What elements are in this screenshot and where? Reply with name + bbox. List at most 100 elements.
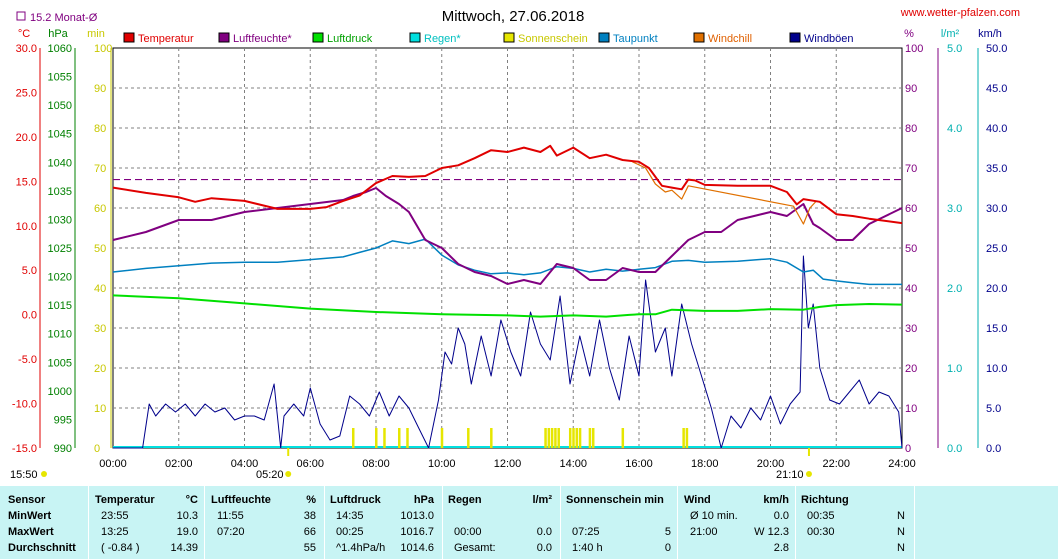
table-cell-left: ^1.4hPa/h	[336, 542, 386, 554]
sunshine-tick-label: 20	[94, 363, 106, 375]
temperature-unit: °C	[18, 28, 30, 40]
table-separator	[560, 486, 561, 559]
sunshine-bar	[383, 428, 386, 448]
legend-label: Regen*	[424, 33, 461, 45]
sunshine-tick-label: 60	[94, 203, 106, 215]
x-tick-label: 18:00	[691, 458, 719, 470]
table-cell-left: 21:00	[690, 526, 718, 538]
x-tick-label: 16:00	[625, 458, 653, 470]
sunshine-bar	[406, 428, 409, 448]
rain-tick-label: 3.0	[947, 203, 962, 215]
pressure-unit: hPa	[48, 28, 68, 40]
table-cell-value: 2.8	[773, 542, 789, 554]
temperature-tick-label: 10.0	[16, 221, 37, 233]
humidity-tick-label: 10	[905, 403, 917, 415]
sunshine-bar	[550, 428, 554, 448]
row-label: MinWert	[8, 510, 52, 522]
column-title: Luftdruck	[330, 494, 381, 506]
table-cell-left: 00:35	[807, 510, 835, 522]
column-title: Richtung	[801, 494, 849, 506]
table-separator	[914, 486, 915, 559]
weather-chart: Mittwoch, 27.06.2018 www.wetter-pfalzen.c…	[10, 7, 1020, 481]
sunshine-bar	[351, 428, 355, 448]
legend-swatch	[693, 32, 705, 43]
sunshine-tick-label: 0	[94, 443, 100, 455]
table-cell-value: N	[897, 510, 905, 522]
temperature-tick-label: 30.0	[16, 43, 37, 55]
sunshine-tick-label: 40	[94, 283, 106, 295]
sunshine-tick-label: 30	[94, 323, 106, 335]
table-separator	[88, 486, 89, 559]
column-unit: hPa	[413, 494, 434, 506]
table-cell-value: 19.0	[176, 526, 198, 538]
x-tick-label: 14:00	[559, 458, 587, 470]
sun-icon	[41, 471, 47, 477]
sunshine-bar	[467, 428, 470, 448]
sunshine-tick-label: 10	[94, 403, 106, 415]
rain-tick-label: 4.0	[947, 123, 962, 135]
x-tick-label: 10:00	[428, 458, 456, 470]
table-cell-value: 1014.6	[400, 542, 434, 554]
wind-unit: km/h	[978, 28, 1002, 40]
table-cell-value: 1016.7	[400, 526, 434, 538]
table-cell-value: N	[897, 542, 905, 554]
sunshine-bar	[398, 428, 401, 448]
legend-label: Luftdruck	[327, 33, 373, 45]
legend-swatch	[123, 32, 135, 43]
pressure-tick-label: 1035	[48, 186, 72, 198]
sunshine-tick-label: 50	[94, 243, 106, 255]
legend-swatch	[312, 32, 324, 43]
temperature-tick-label: 0.0	[22, 310, 37, 322]
table-cell-left: ( -0.84 )	[101, 542, 140, 554]
table-cell-value: 1013.0	[400, 510, 434, 522]
row-label: MaxWert	[8, 526, 54, 538]
legend-swatch	[218, 32, 230, 43]
table-cell-left: 00:25	[336, 526, 364, 538]
source-url: www.wetter-pfalzen.com	[900, 7, 1020, 19]
sunshine-bar	[621, 428, 625, 448]
pressure-tick-label: 1025	[48, 243, 72, 255]
sunshine-bar	[591, 428, 595, 448]
table-cell-left: 11:55	[217, 510, 244, 522]
rain-tick-label: 5.0	[947, 43, 962, 55]
x-tick-label: 24:00	[888, 458, 916, 470]
legend-label: Sonnenschein	[518, 33, 588, 45]
table-separator	[442, 486, 443, 559]
legend-label: Luftfeuchte*	[233, 33, 292, 45]
pressure-tick-label: 1010	[48, 329, 72, 341]
column-unit: %	[306, 494, 316, 506]
legend-swatch	[409, 32, 421, 43]
legend-swatch	[503, 32, 515, 43]
sunshine-bar	[375, 428, 378, 448]
humidity-tick-label: 0	[905, 443, 911, 455]
sunrise-icon	[285, 471, 292, 477]
table-cell-left: 14:35	[336, 510, 364, 522]
x-tick-label: 08:00	[362, 458, 390, 470]
table-separator	[204, 486, 205, 559]
rain-unit: l/m²	[941, 28, 960, 40]
humidity-tick-label: 70	[905, 163, 917, 175]
wind-tick-label: 15.0	[986, 323, 1007, 335]
wind-tick-label: 10.0	[986, 363, 1007, 375]
legend-label: Windchill	[708, 33, 752, 45]
humidity-tick-label: 60	[905, 203, 917, 215]
pressure-tick-label: 1015	[48, 300, 72, 312]
table-cell-left: 23:55	[101, 510, 129, 522]
sunshine-bar	[685, 428, 689, 448]
humidity-tick-label: 90	[905, 83, 917, 95]
pressure-tick-label: 1005	[48, 357, 72, 369]
pressure-tick-label: 1060	[48, 43, 72, 55]
temperature-tick-label: -15.0	[12, 443, 37, 455]
table-cell-value: N	[897, 526, 905, 538]
monthly-avg-icon	[16, 11, 26, 21]
x-tick-label: 02:00	[165, 458, 193, 470]
sunset-icon	[805, 471, 812, 477]
wind-tick-label: 20.0	[986, 283, 1007, 295]
wind-tick-label: 50.0	[986, 43, 1007, 55]
sunshine-bar	[544, 428, 547, 448]
pressure-tick-label: 1045	[48, 129, 72, 141]
column-title: Wind	[684, 494, 711, 506]
pressure-tick-label: 995	[54, 414, 72, 426]
table-cell-value: 0.0	[536, 542, 552, 554]
humidity-unit: %	[904, 28, 914, 40]
